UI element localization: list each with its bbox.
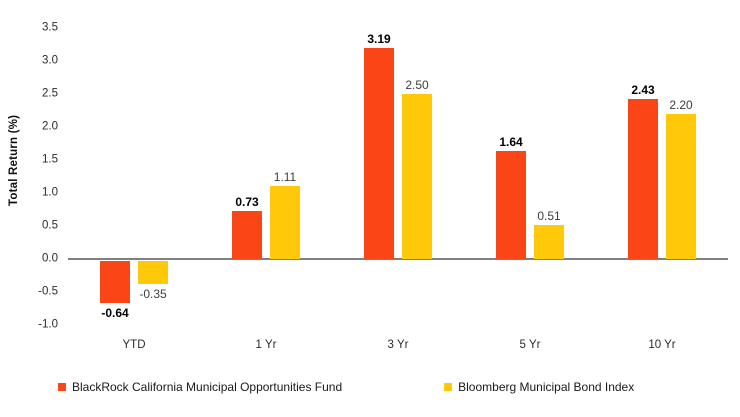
y-tick-label: 1.5 bbox=[42, 153, 58, 166]
legend-label-index: Bloomberg Municipal Bond Index bbox=[458, 380, 635, 394]
value-label: -0.35 bbox=[139, 287, 167, 301]
x-category-label: 3 Yr bbox=[387, 339, 409, 351]
legend-swatch-fund-icon bbox=[58, 383, 66, 391]
y-tick-label: -1.0 bbox=[38, 318, 58, 331]
value-label: 2.50 bbox=[405, 78, 429, 92]
bar-series1-10yr bbox=[666, 114, 696, 259]
x-category-label: 1 Yr bbox=[255, 339, 277, 351]
x-category-label: 5 Yr bbox=[519, 339, 541, 351]
x-category-label: YTD bbox=[122, 339, 146, 351]
legend: BlackRock California Municipal Opportuni… bbox=[58, 380, 634, 394]
value-label: -0.64 bbox=[101, 306, 129, 320]
bar-series1-ytd bbox=[138, 261, 168, 284]
value-label: 3.19 bbox=[367, 32, 391, 46]
legend-label-fund: BlackRock California Municipal Opportuni… bbox=[72, 380, 343, 394]
bar-series1-5yr bbox=[534, 225, 564, 259]
x-category-label: 10 Yr bbox=[648, 339, 676, 351]
legend-item-fund: BlackRock California Municipal Opportuni… bbox=[58, 380, 342, 394]
value-label: 2.20 bbox=[669, 98, 693, 112]
y-tick-label: 0.5 bbox=[42, 219, 58, 232]
value-label: 2.43 bbox=[631, 83, 655, 97]
y-tick-label: 3.5 bbox=[42, 21, 58, 34]
bar-series0-1yr bbox=[232, 211, 262, 259]
y-tick-label: -0.5 bbox=[38, 285, 58, 298]
legend-swatch-index-icon bbox=[444, 383, 453, 391]
bar-series0-ytd bbox=[100, 261, 130, 303]
legend-item-index: Bloomberg Municipal Bond Index bbox=[444, 380, 634, 394]
bar-series1-1yr bbox=[270, 186, 300, 259]
value-label: 0.51 bbox=[537, 209, 561, 223]
value-label: 1.64 bbox=[499, 135, 523, 149]
bar-series0-5yr bbox=[496, 151, 526, 259]
value-label: 1.11 bbox=[273, 170, 297, 184]
y-tick-label: 2.0 bbox=[42, 120, 58, 133]
bar-series1-3yr bbox=[402, 94, 432, 259]
bar-series0-3yr bbox=[364, 48, 394, 259]
zero-axis-line bbox=[68, 258, 728, 260]
y-tick-label: 3.0 bbox=[42, 54, 58, 67]
y-tick-label: 2.5 bbox=[42, 87, 58, 100]
bar-series0-10yr bbox=[628, 99, 658, 259]
y-tick-label: 1.0 bbox=[42, 186, 58, 199]
y-tick-label: 0.0 bbox=[42, 252, 58, 265]
value-label: 0.73 bbox=[235, 195, 259, 209]
